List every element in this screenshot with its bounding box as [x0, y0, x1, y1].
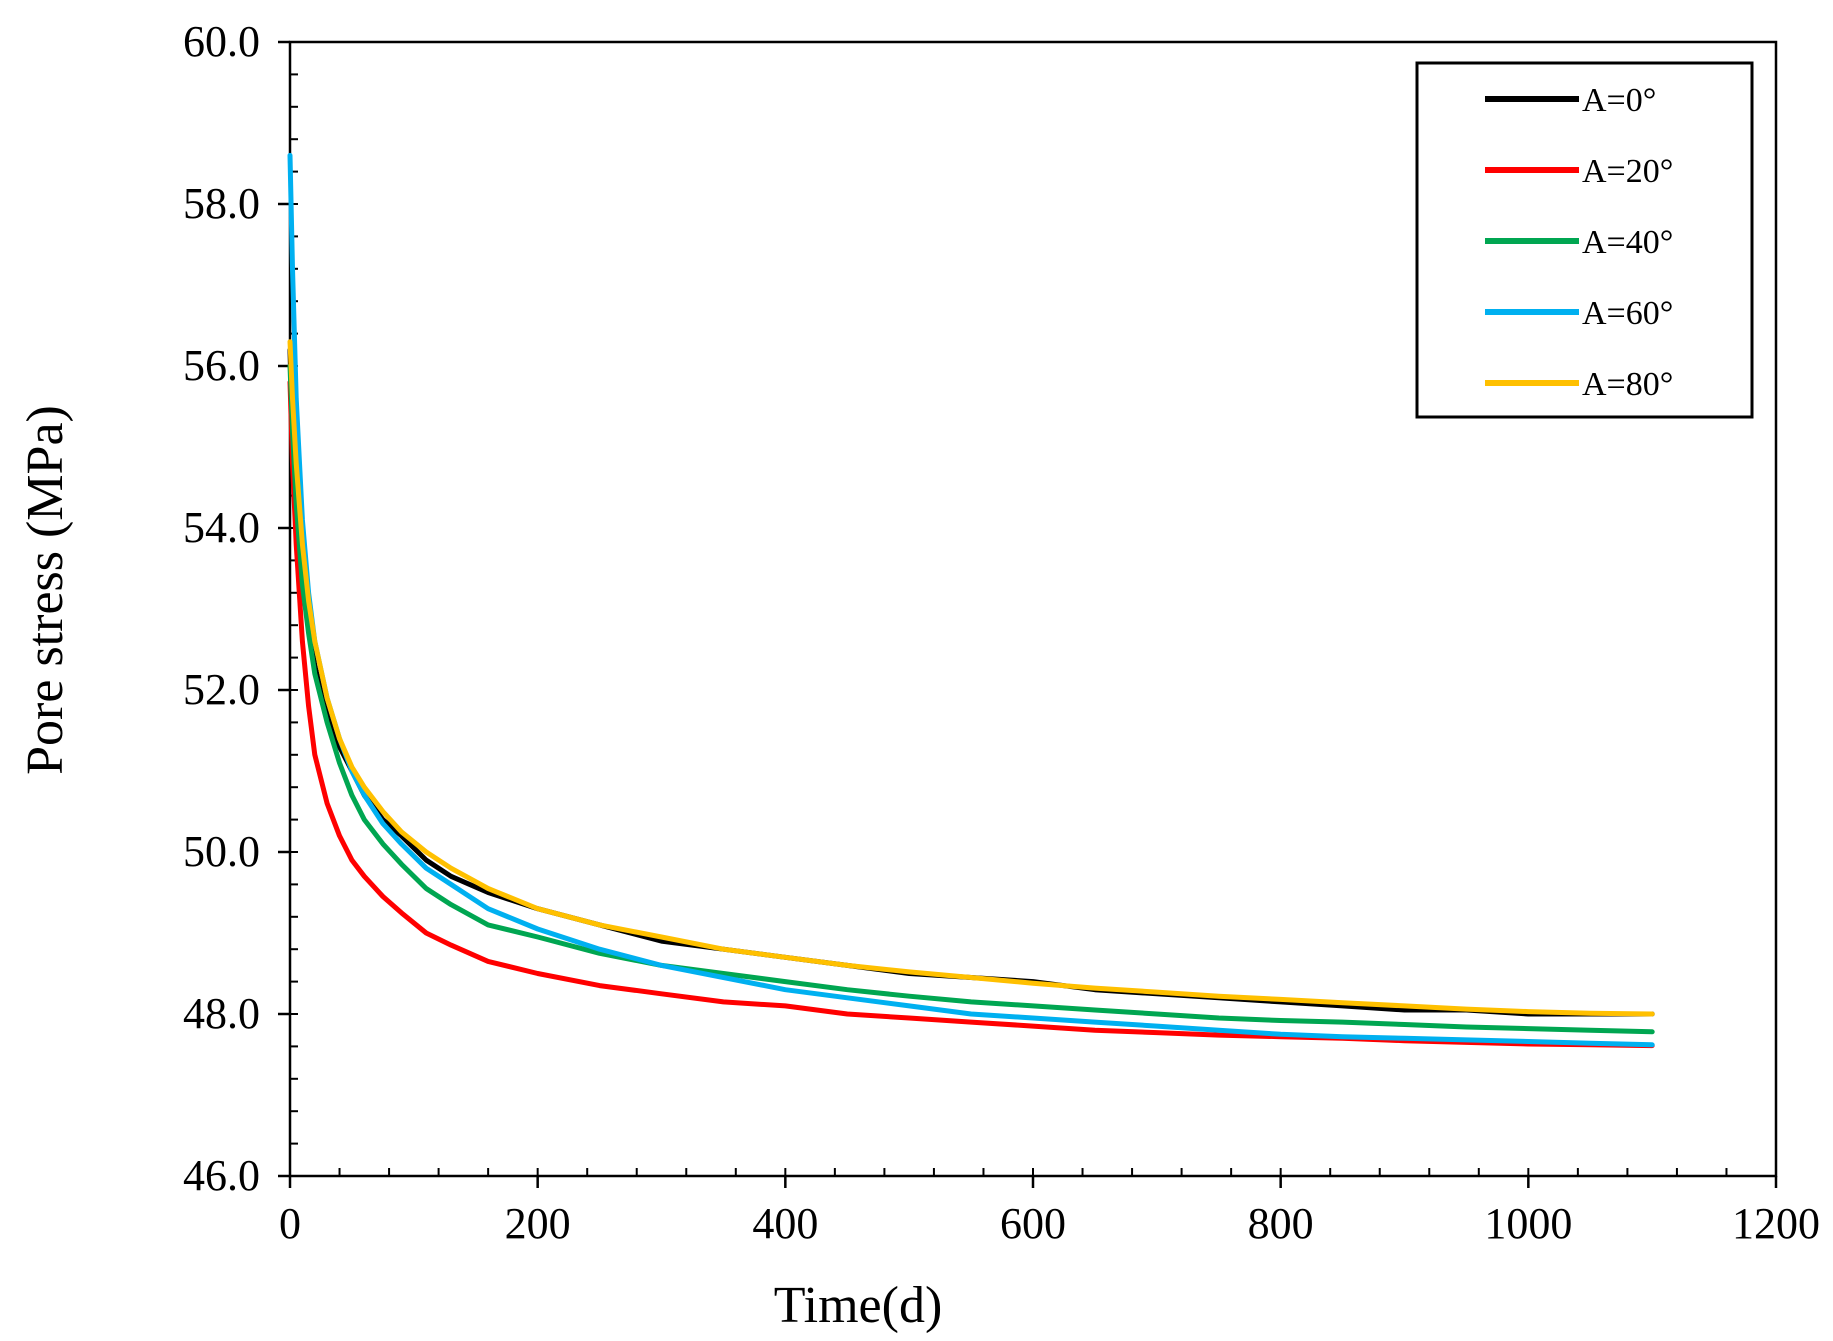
y-tick-label: 50.0: [183, 827, 260, 876]
legend-box: [1415, 61, 1754, 419]
y-tick-label: 52.0: [183, 665, 260, 714]
x-tick-label: 800: [1248, 1199, 1314, 1248]
y-tick-label: 48.0: [183, 989, 260, 1038]
legend-label-1: A=0°: [1582, 82, 1656, 119]
x-tick-label: 1200: [1732, 1199, 1820, 1248]
x-tick-label: 1000: [1484, 1199, 1572, 1248]
x-tick-label: 600: [1000, 1199, 1066, 1248]
series-line-5: [287, 339, 1655, 1017]
legend-label-2: A=20°: [1582, 153, 1673, 190]
x-tick-label: 200: [505, 1199, 571, 1248]
series-line-3: [287, 363, 1655, 1035]
y-tick-label: 54.0: [183, 503, 260, 552]
axes-layer: 0 200 400 600 800 1000 1200 46.0 48.0 50.0 52.0 54.…: [183, 17, 1820, 1248]
y-tick-label: 46.0: [183, 1151, 260, 1200]
series-line-2: [287, 379, 1655, 1049]
y-tick-label: 56.0: [183, 341, 260, 390]
series-line-1: [287, 347, 1655, 1017]
y-tick-label: 58.0: [183, 179, 260, 228]
series-layer: [287, 152, 1655, 1049]
x-tick-label: 0: [279, 1199, 301, 1248]
y-tick-label: 60.0: [183, 17, 260, 66]
legend-label-5: A=80°: [1582, 366, 1673, 403]
legend: A=0° A=20° A=40° A=60° A=80°: [1415, 61, 1754, 419]
legend-label-4: A=60°: [1582, 295, 1673, 332]
x-axis-title: Time(d): [774, 1277, 943, 1334]
y-axis-title: Pore stress (MPa): [17, 405, 74, 775]
x-tick-label: 400: [752, 1199, 818, 1248]
legend-label-3: A=40°: [1582, 224, 1673, 261]
